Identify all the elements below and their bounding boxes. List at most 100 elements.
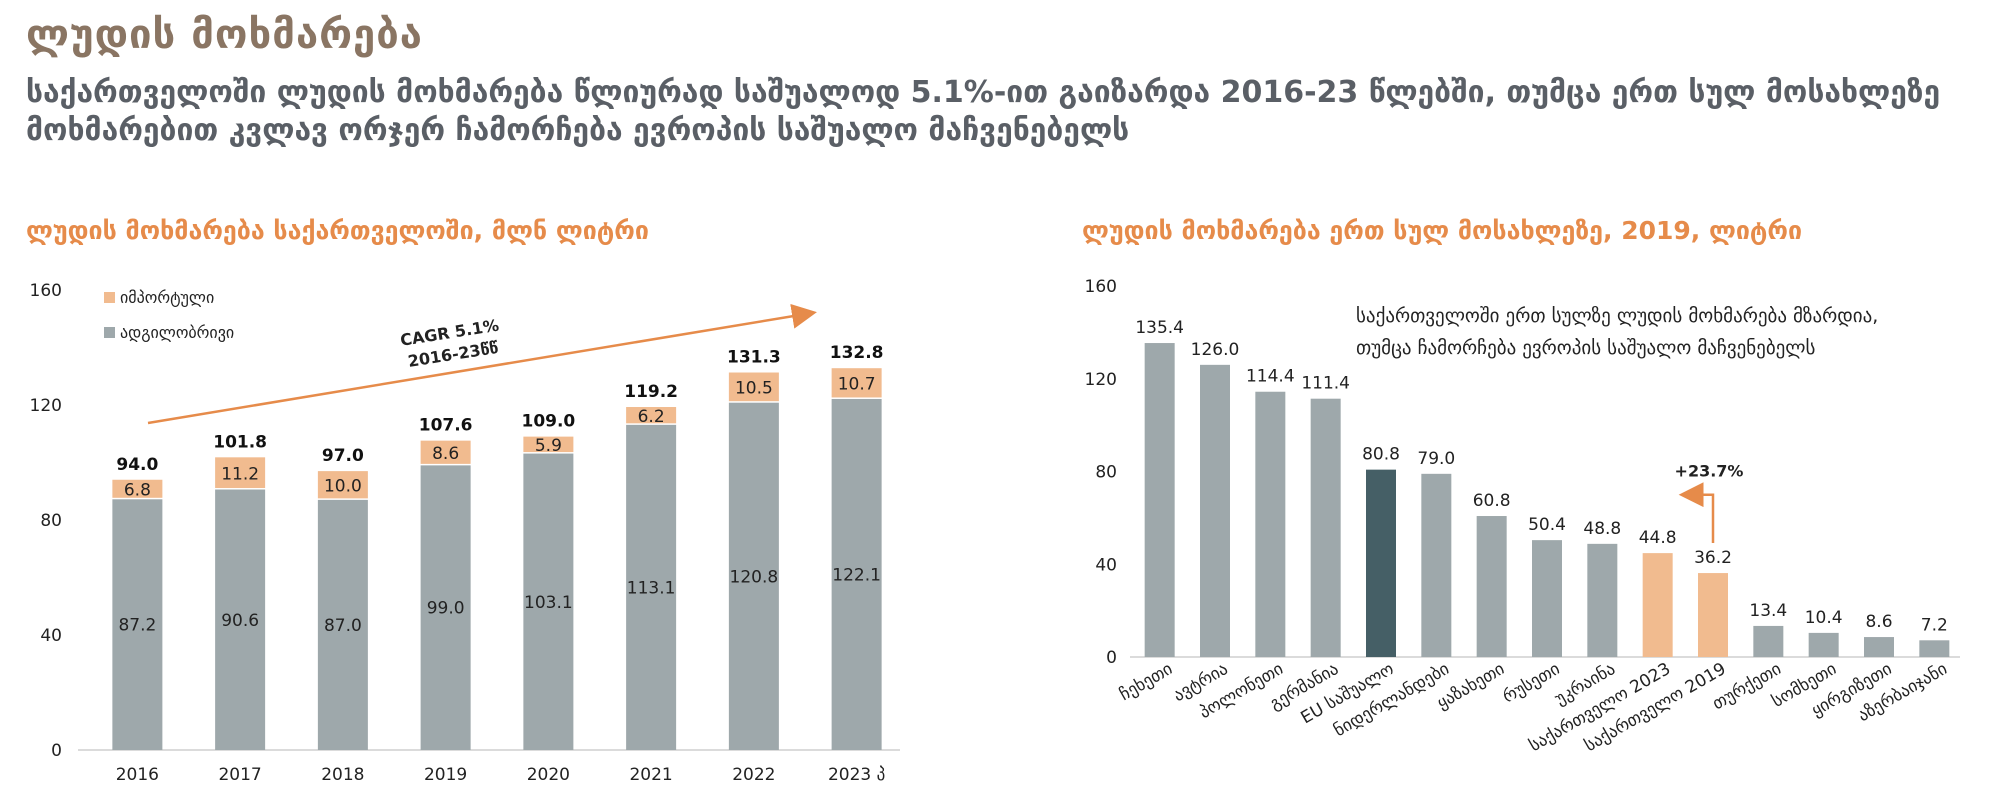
bar xyxy=(1310,398,1341,657)
x-tick-label: 2019 xyxy=(424,765,467,785)
bar xyxy=(1587,543,1618,657)
bar-total-label: 97.0 xyxy=(322,446,364,466)
chart-note-line1: საქართველოში ერთ სულზე ლუდის მოხმარება მ… xyxy=(1356,305,1878,327)
bar-value-label: 36.2 xyxy=(1694,548,1732,568)
bar xyxy=(1255,391,1286,657)
bar-local-label: 122.1 xyxy=(832,565,881,585)
y-tick-label: 120 xyxy=(30,396,62,416)
bar-imported xyxy=(523,436,574,453)
legend-swatch-imported xyxy=(104,292,115,303)
y-tick-label: 160 xyxy=(30,281,62,301)
y-tick-label: 160 xyxy=(1085,277,1117,297)
bar-value-label: 80.8 xyxy=(1362,445,1400,465)
bar xyxy=(1532,540,1562,657)
bar-imported xyxy=(112,479,163,498)
right-chart-title: ლუდის მოხმარება ერთ სულ მოსახლეზე, 2019,… xyxy=(1082,216,1803,245)
bar-local xyxy=(317,499,368,750)
legend-swatch-local xyxy=(104,327,115,338)
bar-imported-label: 11.2 xyxy=(221,464,259,484)
bar-imported xyxy=(728,372,779,402)
y-tick-label: 40 xyxy=(40,626,62,646)
bar-imported-label: 6.2 xyxy=(638,407,665,427)
bar xyxy=(1200,364,1230,657)
bar-imported xyxy=(420,440,471,464)
bar xyxy=(1366,469,1396,657)
x-tick-label: 2017 xyxy=(218,765,261,785)
bar xyxy=(1476,516,1507,657)
bar-imported-label: 10.7 xyxy=(838,375,876,395)
bar-local-label: 90.6 xyxy=(221,611,259,631)
bar-total-label: 107.6 xyxy=(419,416,473,436)
x-tick-label: 2021 xyxy=(629,765,672,785)
growth-arrow xyxy=(1678,482,1715,544)
bar-local xyxy=(112,499,163,750)
y-tick-label: 80 xyxy=(1095,463,1117,483)
bar-local xyxy=(626,424,677,750)
bar-total-label: 131.3 xyxy=(727,348,781,368)
bar-value-label: 79.0 xyxy=(1417,449,1455,469)
bar-imported xyxy=(317,471,368,499)
x-tick-label: 2022 xyxy=(732,765,775,785)
bar xyxy=(1421,473,1452,657)
x-tick-label: 2020 xyxy=(527,765,570,785)
bar-value-label: 114.4 xyxy=(1246,367,1295,387)
bar-local-label: 87.2 xyxy=(118,616,156,636)
y-tick-label: 0 xyxy=(1106,648,1117,668)
cagr-arrow xyxy=(147,303,817,425)
left-chart-title: ლუდის მოხმარება საქართველოში, მლნ ლიტრი xyxy=(26,216,649,245)
x-tick-label: ჩეხეთი xyxy=(1116,659,1176,705)
bar xyxy=(1642,553,1673,657)
bar-total-label: 132.8 xyxy=(830,343,884,363)
bar-total-label: 94.0 xyxy=(116,455,158,475)
bar-value-label: 10.4 xyxy=(1805,608,1843,628)
bar-local xyxy=(523,453,574,750)
bar-imported-label: 8.6 xyxy=(432,444,459,464)
bar-value-label: 48.8 xyxy=(1583,519,1621,539)
bar-value-label: 126.0 xyxy=(1191,340,1240,360)
legend-label-local: ადგილობრივი xyxy=(120,323,234,342)
bar-local xyxy=(420,465,471,750)
bar-local xyxy=(831,398,882,750)
bar-imported xyxy=(626,407,677,424)
bar-value-label: 111.4 xyxy=(1301,374,1350,394)
page-title: ლუდის მოხმარება xyxy=(26,12,423,58)
bar-imported-label: 10.5 xyxy=(735,379,773,399)
bar-imported xyxy=(215,457,266,489)
bar xyxy=(1808,632,1839,657)
bar-local-label: 99.0 xyxy=(427,599,465,619)
bar xyxy=(1698,573,1728,657)
x-tick-label: რუსეთი xyxy=(1500,659,1564,707)
x-tick-label: 2023 პ xyxy=(828,765,885,785)
bar-local-label: 87.0 xyxy=(324,616,362,636)
bar-value-label: 50.4 xyxy=(1528,515,1566,535)
x-tick-label: 2018 xyxy=(321,765,364,785)
growth-label: +23.7% xyxy=(1675,462,1744,481)
y-tick-label: 0 xyxy=(51,741,62,761)
bar-imported-label: 5.9 xyxy=(535,436,562,456)
bar-local xyxy=(728,402,779,750)
y-tick-label: 40 xyxy=(1095,555,1117,575)
bar-total-label: 109.0 xyxy=(521,412,575,432)
bar-value-label: 13.4 xyxy=(1749,601,1787,621)
bar xyxy=(1144,343,1175,657)
bar-value-label: 60.8 xyxy=(1473,491,1511,511)
bar-local xyxy=(215,489,266,750)
bar xyxy=(1864,637,1894,657)
bar-imported-label: 10.0 xyxy=(324,477,362,497)
bar-value-label: 135.4 xyxy=(1135,318,1184,338)
bar-total-label: 101.8 xyxy=(213,432,267,452)
y-tick-label: 120 xyxy=(1085,370,1117,390)
bar xyxy=(1753,625,1784,657)
bar-local-label: 113.1 xyxy=(627,578,676,598)
bar-value-label: 8.6 xyxy=(1865,612,1892,632)
bar-imported-label: 6.8 xyxy=(124,481,151,501)
bar-value-label: 44.8 xyxy=(1639,528,1677,548)
cagr-annotation: CAGR 5.1%2016-23წწ xyxy=(399,316,500,371)
page-subtitle: საქართველოში ლუდის მოხმარება წლიურად საშ… xyxy=(26,75,1941,148)
bar-total-label: 119.2 xyxy=(624,382,678,402)
bar xyxy=(1919,640,1950,657)
bar-value-label: 7.2 xyxy=(1921,615,1948,635)
x-tick-label: 2016 xyxy=(116,765,159,785)
bar-local-label: 120.8 xyxy=(730,567,779,587)
